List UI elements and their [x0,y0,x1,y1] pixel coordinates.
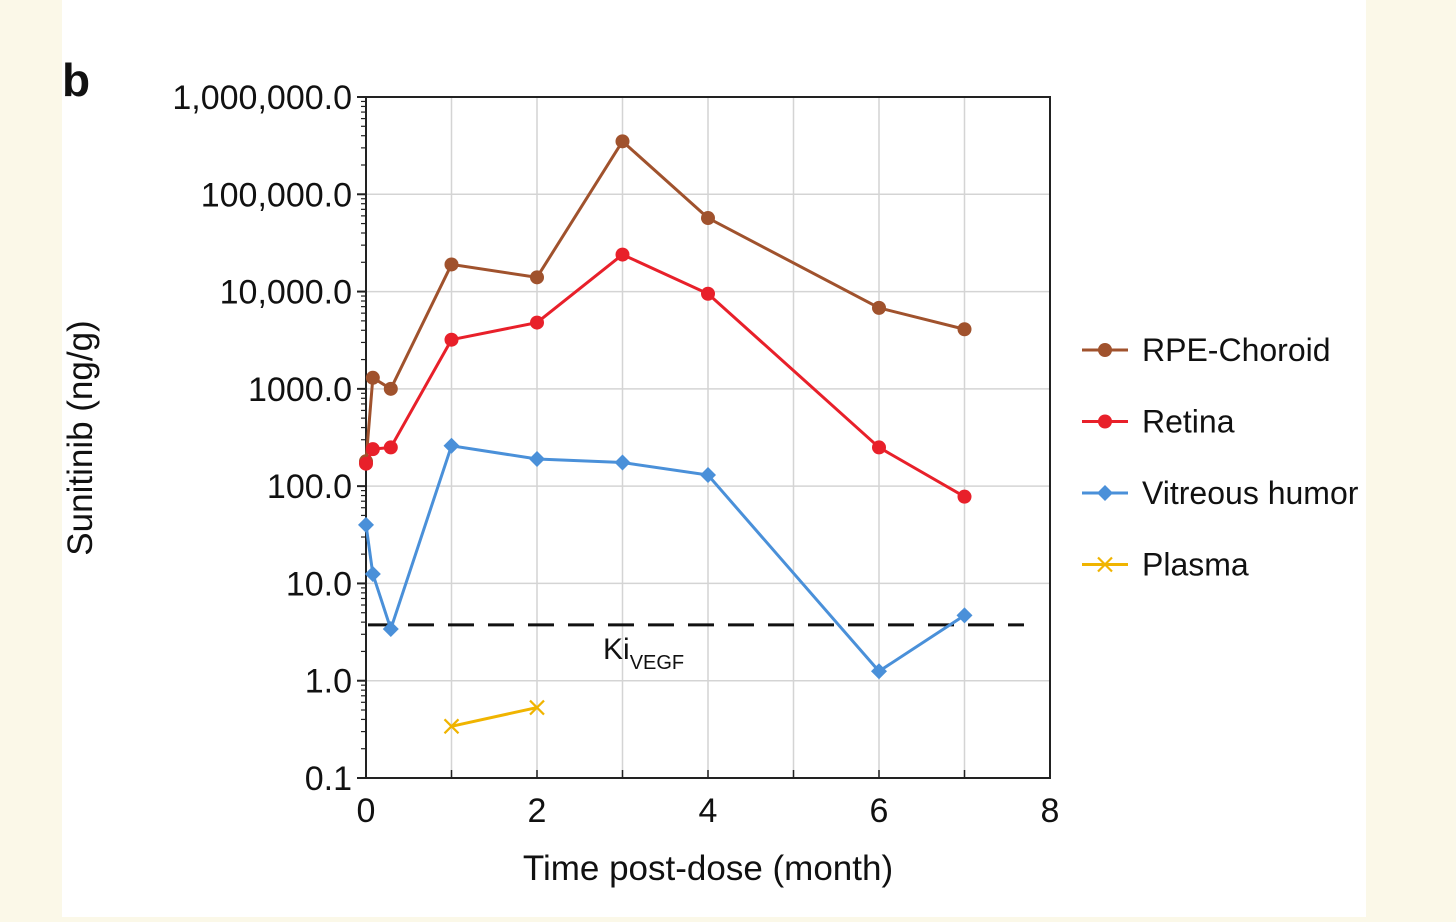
data-point [872,300,886,315]
data-point [530,315,544,330]
x-tick-label: 8 [1041,792,1060,830]
series-line-plasma [451,706,538,728]
data-point [1098,414,1112,429]
data-point-stroke [443,718,460,735]
data-point [700,467,716,484]
x-tick-label: 2 [528,792,547,830]
data-point [614,454,631,471]
data-point [1097,556,1113,573]
data-point [701,286,715,301]
series-line-vitreous-humor [364,444,966,674]
data-point [382,621,399,638]
data-point [443,718,460,735]
data-point [359,456,373,471]
reference-line-group: KiVEGF [368,623,1024,674]
ki-label-main: Ki [603,633,630,666]
data-point [872,440,886,455]
grid [365,96,1051,779]
x-axis-label: Time post-dose (month) [523,849,893,888]
data-point [957,489,972,504]
series-line-rpe-choroid [364,139,965,462]
y-tick-label: 100.0 [267,468,352,506]
y-tick-label: 10.0 [286,565,352,603]
sunitinib-chart: b KiVEGF 0.1 1.0 10.0 100.0 1000.0 10,000.0 10… [61,54,1359,888]
y-tick-label: 100,000.0 [201,176,352,214]
data-point [1098,343,1112,357]
data-point [529,699,545,716]
data-point [615,247,630,262]
data-point [364,566,381,583]
axis-ticks [357,96,1051,779]
legend: RPE-Choroid Retina Vitreous humor Plasma [1082,332,1359,583]
legend-label: Vitreous humor [1142,475,1359,511]
y-tick-label: 1000.0 [248,371,352,409]
data-point [1097,485,1113,501]
data-point [383,381,398,396]
panel-label: b [62,54,90,106]
data-point [530,270,544,285]
ki-vegf-label: KiVEGF [603,633,684,674]
legend-item-retina: Retina [1082,404,1235,440]
data-point [358,516,374,533]
legend-item-rpe-choroid: RPE-Choroid [1082,332,1331,368]
series-vitreous-humor [358,437,973,680]
y-tick-label: 1,000,000.0 [172,79,352,117]
series-layer [358,134,973,735]
x-tick-label: 0 [357,792,376,830]
data-point [701,211,715,226]
legend-item-vitreous-humor: Vitreous humor [1082,475,1359,511]
data-point-stroke [529,699,545,716]
series-retina [359,247,972,504]
series-plasma [443,699,545,735]
y-tick-label: 0.1 [305,760,352,798]
data-point [956,607,973,624]
data-point [529,451,545,468]
figure-page: b KiVEGF 0.1 1.0 10.0 100.0 1000.0 10,000.0 10… [61,0,1366,917]
y-tick-label: 10,000.0 [220,274,352,312]
data-point [444,257,459,272]
legend-label: RPE-Choroid [1142,332,1331,368]
data-point [957,322,972,337]
data-point [615,134,630,149]
series-rpe-choroid [359,134,972,469]
ki-label-sub: VEGF [630,652,684,674]
data-point [365,442,380,457]
legend-item-plasma: Plasma [1082,547,1249,583]
data-point [383,440,398,455]
data-point-stroke [1097,556,1113,573]
y-axis-label: Sunitinib (ng/g) [62,320,100,555]
legend-label: Plasma [1142,547,1249,583]
y-tick-labels: 0.1 1.0 10.0 100.0 1000.0 10,000.0 100,000.0 1,… [172,79,352,798]
legend-label: Retina [1142,404,1235,440]
y-tick-label: 1.0 [305,663,352,701]
data-point [443,437,460,454]
x-tick-label: 6 [870,792,889,830]
data-point [871,663,887,680]
data-point [365,370,380,385]
x-tick-label: 4 [699,792,718,830]
data-point [444,332,459,347]
x-tick-labels: 0 2 4 6 8 [357,792,1060,830]
